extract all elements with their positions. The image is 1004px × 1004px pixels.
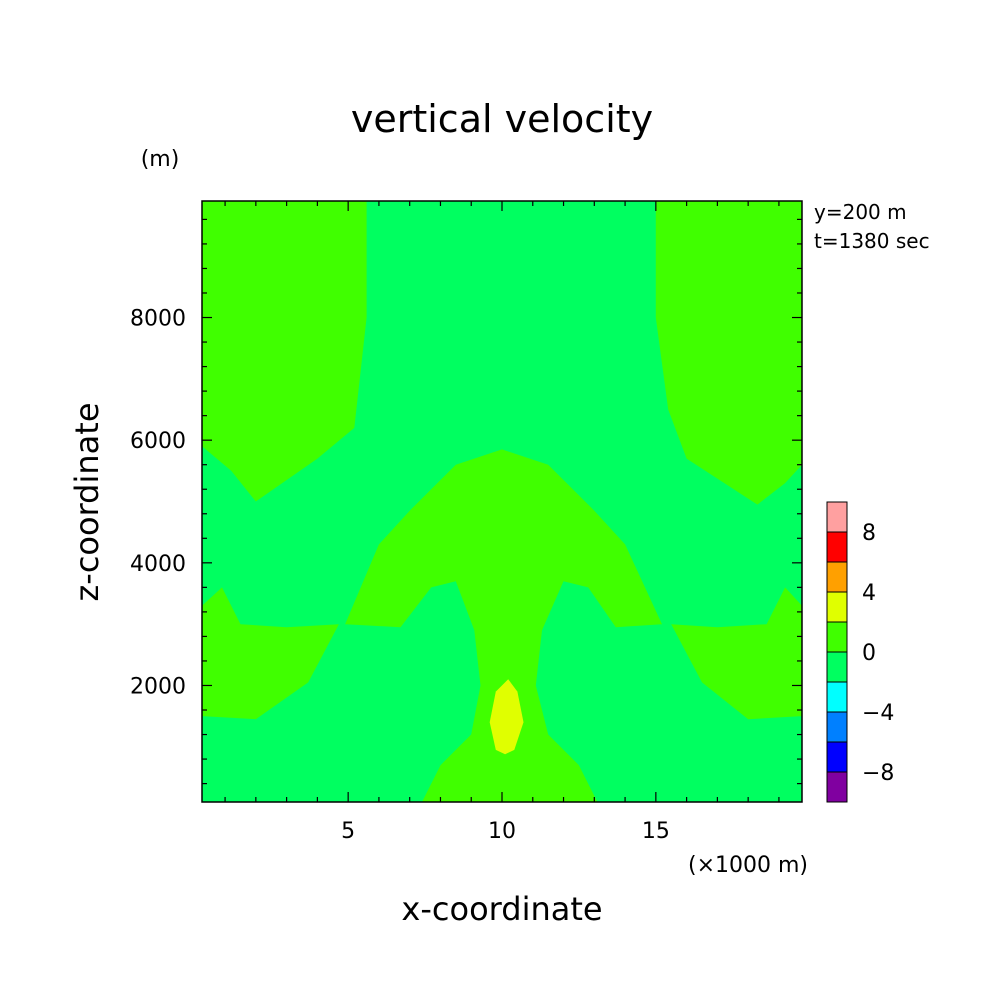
plot-area (202, 201, 802, 802)
x-units-label: (×1000 m) (688, 853, 808, 878)
annotation-y: y=200 m (814, 200, 907, 224)
colorbar-label: 0 (862, 641, 876, 666)
colorbar-label: 4 (862, 581, 876, 606)
colorbar-swatch (826, 591, 848, 623)
colorbar-swatch (826, 531, 848, 563)
colorbar-swatch (826, 651, 848, 683)
contour-region-lower-right (671, 587, 802, 720)
y-tick-label: 4000 (130, 552, 186, 577)
y-units-label: (m) (141, 147, 180, 172)
y-tick-label: 6000 (130, 429, 186, 454)
x-tick-label: 15 (642, 819, 670, 844)
contour-region-upper-left (202, 201, 367, 502)
y-axis-label: z-coordinate (68, 402, 106, 601)
chart-title: vertical velocity (351, 97, 653, 141)
y-tick-labels: 2000 4000 6000 8000 (130, 307, 186, 700)
colorbar-swatch (826, 621, 848, 653)
x-tick-label: 5 (341, 819, 355, 844)
colorbar-swatch (826, 561, 848, 593)
contour-region-center-mushroom (345, 449, 662, 802)
x-tick-label: 10 (488, 819, 516, 844)
contour-region-lower-left (202, 587, 339, 720)
x-tick-labels: 5 10 15 (341, 819, 670, 844)
colorbar-swatch (826, 681, 848, 713)
colorbar-label: −4 (862, 701, 894, 726)
y-tick-label: 8000 (130, 307, 186, 332)
contour-region-lower-center-core (489, 679, 524, 755)
colorbar: −8 −4 0 4 8 (826, 501, 894, 803)
colorbar-label: −8 (862, 761, 894, 786)
colorbar-swatch (826, 771, 848, 803)
colorbar-swatch (826, 711, 848, 743)
axis-ticks (202, 201, 802, 802)
annotation-t: t=1380 sec (814, 229, 930, 253)
colorbar-label: 8 (862, 521, 876, 546)
y-tick-label: 2000 (130, 674, 186, 699)
x-axis-label: x-coordinate (401, 890, 602, 928)
colorbar-swatch (826, 741, 848, 773)
colorbar-swatch (826, 501, 848, 533)
contour-region-upper-right (655, 201, 802, 505)
